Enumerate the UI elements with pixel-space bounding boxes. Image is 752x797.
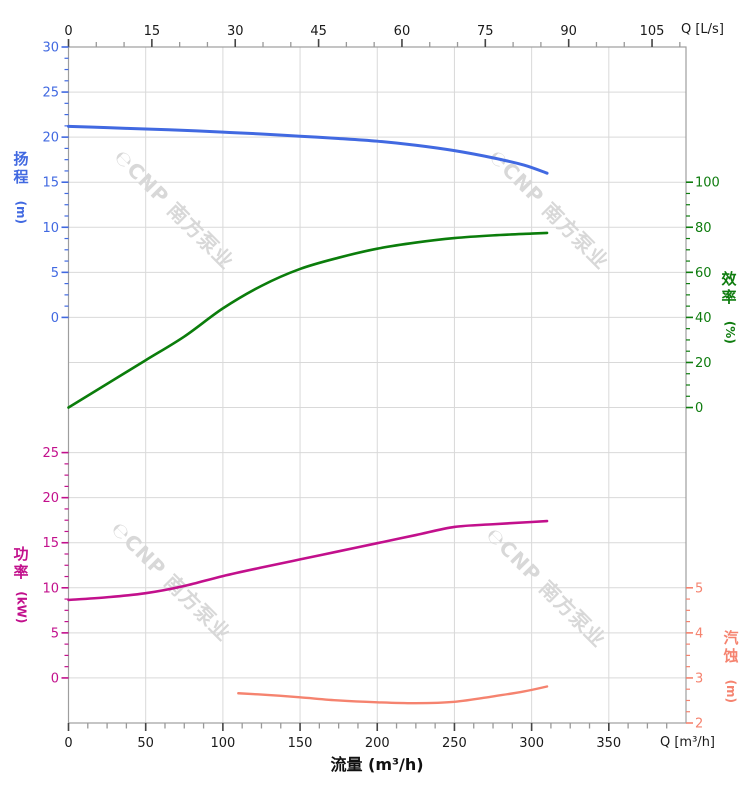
bottom-axis-corner-label: Q [m³/h] [660,735,716,750]
head-axis: 30 25 20 15 10 5 0 [42,41,69,326]
bottom-tick-label: 300 [519,736,544,751]
bottom-tick-label: 200 [365,736,390,751]
watermark-text: ℮CNP 南方泵业 [484,145,613,274]
eff-axis: 100 80 60 40 20 0 [686,176,720,416]
power-tick-label: 10 [42,581,59,596]
eff-tick-label: 0 [695,401,703,416]
power-tick-label: 15 [42,536,59,551]
power-tick-label: 25 [42,446,59,461]
head-tick-label: 0 [51,311,59,326]
npsh-tick-label: 2 [695,717,703,732]
power-axis-title: 功率 (kW) [6,545,36,625]
series-layer [67,124,549,705]
watermark-text: ℮CNP 南方泵业 [109,145,238,274]
head-tick-label: 30 [42,41,59,56]
efficiency-axis-unit: (%) [722,321,737,345]
power-tick-label: 20 [42,491,59,506]
bottom-tick-label: 350 [596,736,621,751]
bottom-tick-label: 100 [210,736,235,751]
npsh-tick-label: 4 [695,626,703,641]
power-tick-label: 0 [51,671,59,686]
power-axis: 25 20 15 10 5 0 [42,446,69,686]
head-axis-title: 扬程 (m) [6,150,36,230]
axis-title-char: 效 [721,270,737,288]
top-tick-label: 105 [640,24,665,39]
top-tick-label: 15 [144,24,161,39]
eff-tick-label: 40 [695,311,712,326]
eff-tick-label: 80 [695,221,712,236]
axis-title-char: 功 [13,545,29,563]
eff-curve [67,231,549,409]
npsh-axis-unit: (m) [724,679,739,704]
power-tick-label: 5 [51,626,59,641]
power-curve [67,519,549,602]
bottom-axis: 0 50 100 150 200 250 300 350 [64,723,668,751]
axis-title-char: 率 [13,563,29,582]
axis-title-char: 程 [13,168,29,187]
npsh-tick-label: 3 [695,671,703,686]
top-tick-label: 90 [560,24,577,39]
power-axis-unit: (kW) [14,591,29,624]
top-tick-label: 60 [394,24,411,39]
npsh-axis-title: 汽蚀 (m) [716,629,746,709]
head-tick-label: 20 [42,131,59,146]
top-tick-label: 0 [64,24,72,39]
eff-tick-label: 20 [695,356,712,371]
top-axis: 0 15 30 45 60 75 90 105 [64,24,681,47]
head-curve [67,124,549,175]
npsh-axis-title-text: 汽蚀 [723,629,738,666]
eff-tick-label: 60 [695,266,712,281]
efficiency-axis-title: 效率 (%) [714,270,744,350]
top-axis-corner-label: Q [L/s] [681,22,724,37]
head-axis-title-text: 扬程 [13,150,28,187]
axis-title-char: 率 [721,288,737,307]
head-tick-label: 10 [42,221,59,236]
watermark-text: ℮CNP 南方泵业 [106,517,235,647]
npsh-curve [237,685,549,705]
head-tick-label: 5 [51,266,59,281]
bottom-tick-label: 0 [64,736,72,751]
eff-tick-label: 100 [695,176,720,191]
npsh-tick-label: 5 [695,581,703,596]
head-axis-unit: (m) [14,200,29,225]
bottom-tick-label: 50 [137,736,154,751]
power-axis-title-text: 功率 [13,545,28,582]
bottom-tick-label: 150 [288,736,313,751]
flow-axis-title: 流量 (m³/h) [330,755,424,774]
efficiency-axis-title-text: 效率 [721,270,736,307]
axis-title-char: 汽 [723,629,739,647]
watermark-layer: ℮CNP 南方泵业 ℮CNP 南方泵业℮CNP 南方泵业 ℮CNP 南方泵业 [106,145,613,652]
top-tick-label: 30 [227,24,244,39]
top-tick-label: 45 [310,24,327,39]
bottom-tick-label: 250 [442,736,467,751]
axis-title-char: 蚀 [723,647,739,666]
top-tick-label: 75 [477,24,494,39]
npsh-axis: 5 4 3 2 [686,581,703,732]
head-tick-label: 15 [42,176,59,191]
axis-title-char: 扬 [13,150,29,168]
head-tick-label: 25 [42,86,59,101]
